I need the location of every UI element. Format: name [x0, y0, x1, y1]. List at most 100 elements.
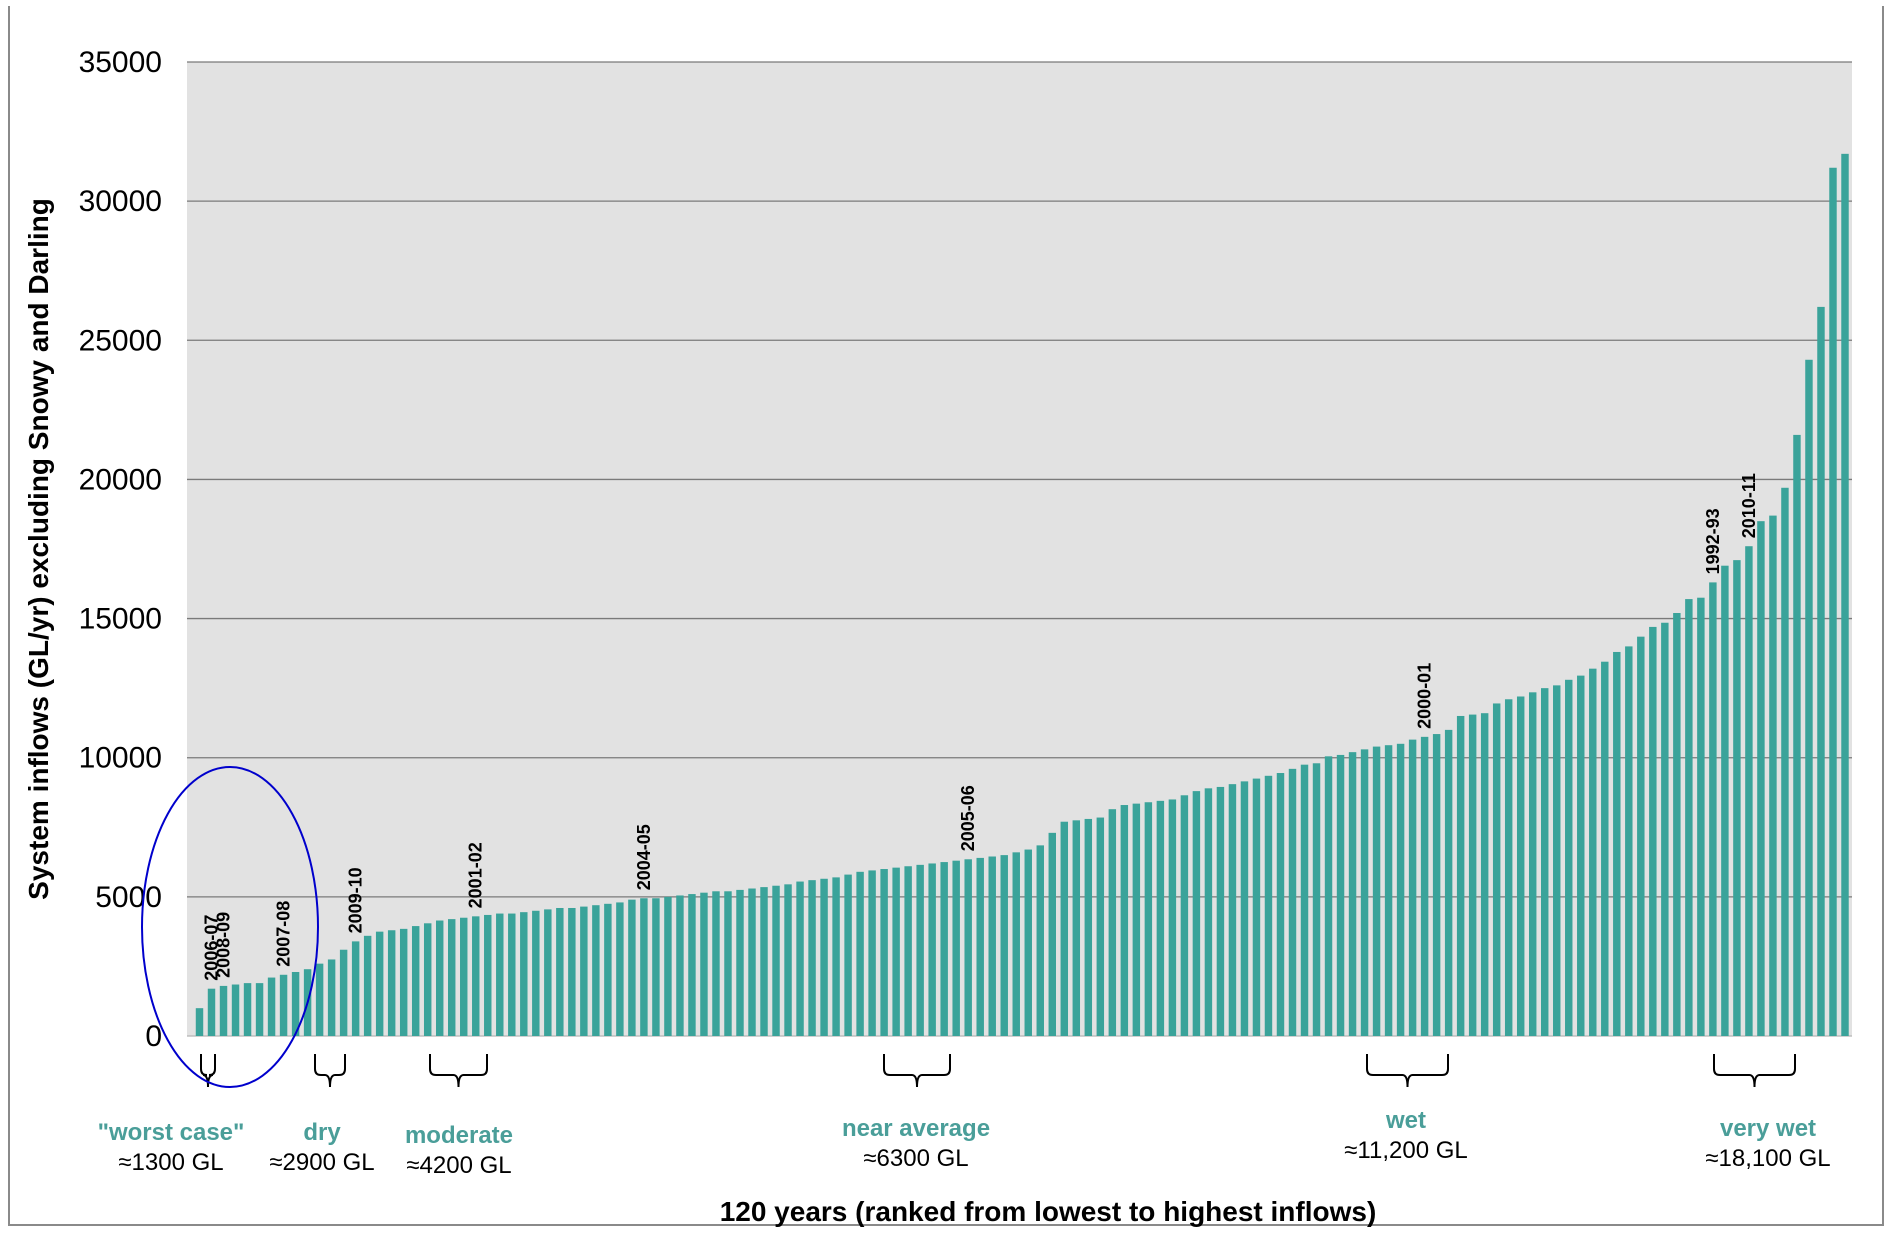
bar — [808, 880, 816, 1036]
y-tick-labels: 0 5000 10000 15000 20000 25000 30000 35000 — [79, 46, 162, 1053]
bar — [1228, 784, 1237, 1036]
bar — [423, 923, 432, 1036]
bar — [556, 907, 564, 1036]
bar — [616, 902, 624, 1036]
bar — [724, 891, 732, 1036]
bar — [1192, 791, 1201, 1036]
bar — [676, 895, 684, 1036]
bar — [712, 891, 720, 1036]
bar — [1336, 754, 1345, 1036]
bar — [1829, 167, 1837, 1037]
bar — [700, 892, 708, 1036]
bar — [1420, 736, 1429, 1036]
bar — [1528, 692, 1537, 1036]
bar — [988, 856, 996, 1036]
y-tick-label: 25000 — [79, 324, 162, 357]
bar — [279, 974, 288, 1036]
year-label: 2006-07 — [202, 915, 222, 981]
bar — [664, 896, 672, 1036]
bar — [448, 919, 456, 1036]
worst-case-circle — [141, 766, 319, 1088]
bar — [351, 941, 360, 1036]
bar — [1613, 651, 1621, 1036]
bar — [1565, 679, 1573, 1036]
bar — [1204, 788, 1213, 1036]
bar — [1144, 802, 1153, 1036]
bar — [1841, 153, 1849, 1036]
bar — [484, 914, 492, 1036]
year-label: 2009-10 — [346, 867, 366, 933]
y-tick-label: 0 — [145, 1020, 162, 1053]
bar — [520, 912, 528, 1036]
bar — [327, 959, 336, 1036]
bar — [1769, 515, 1777, 1036]
category-value: ≈2900 GL — [269, 1149, 374, 1176]
category-name: very wet — [1720, 1115, 1816, 1142]
year-label: 2001-02 — [466, 842, 486, 908]
bar — [387, 930, 396, 1036]
year-label: 2004-05 — [634, 824, 654, 890]
bar — [291, 971, 300, 1036]
year-label: 2005-06 — [958, 785, 978, 851]
bar — [1108, 809, 1117, 1036]
bars — [195, 153, 1849, 1037]
bar — [1132, 803, 1141, 1036]
year-label: 1992-93 — [1703, 508, 1723, 574]
category-value: ≈18,100 GL — [1705, 1145, 1830, 1172]
bar — [1553, 685, 1561, 1036]
bar — [1120, 805, 1129, 1036]
bar — [1216, 786, 1225, 1036]
x-axis-title: 120 years (ranked from lowest to highest… — [720, 1196, 1377, 1227]
bar — [508, 913, 516, 1036]
bar — [1781, 487, 1789, 1037]
bar — [748, 888, 756, 1036]
bar — [640, 898, 648, 1036]
bar — [1685, 599, 1693, 1036]
bar — [856, 871, 864, 1036]
bar — [868, 870, 876, 1036]
bar — [1168, 799, 1177, 1036]
bar — [1096, 817, 1105, 1036]
brace — [314, 1054, 346, 1088]
bar — [628, 899, 636, 1036]
category-labels: "worst case" ≈1300 GL dry ≈2900 GL moderate ≈… — [98, 1107, 1831, 1179]
bar — [604, 903, 612, 1036]
category-name: wet — [1385, 1107, 1426, 1134]
bar — [976, 857, 984, 1036]
bar — [1360, 749, 1369, 1036]
bar — [1384, 745, 1393, 1036]
bar — [1709, 582, 1717, 1036]
bar — [363, 935, 372, 1036]
year-label: 2008-09 — [214, 912, 234, 978]
bar — [760, 887, 768, 1036]
bar — [1180, 795, 1189, 1036]
bar — [1288, 768, 1297, 1036]
bar — [1492, 703, 1501, 1036]
bar — [652, 898, 660, 1036]
bar — [904, 866, 912, 1036]
bar — [1649, 626, 1657, 1036]
bar — [1060, 821, 1069, 1036]
category-name: dry — [303, 1119, 341, 1146]
bar — [820, 878, 828, 1036]
bar — [1408, 739, 1417, 1036]
bar — [1577, 675, 1585, 1036]
bar — [207, 988, 216, 1036]
bar — [1012, 852, 1020, 1036]
bar — [1805, 359, 1813, 1036]
bar — [1324, 756, 1333, 1036]
bar — [1733, 560, 1741, 1036]
y-tick-label: 20000 — [79, 463, 162, 496]
year-label: 2000-01 — [1415, 663, 1435, 729]
bar — [1084, 818, 1093, 1036]
bar — [435, 920, 444, 1036]
brace — [200, 1054, 216, 1088]
bar — [880, 869, 888, 1036]
bar — [832, 877, 840, 1036]
bar — [892, 867, 900, 1036]
bar — [952, 860, 960, 1036]
year-label: 2010-11 — [1739, 473, 1759, 538]
y-tick-label: 5000 — [95, 881, 162, 914]
bar — [1156, 800, 1165, 1036]
category-name: "worst case" — [98, 1119, 245, 1146]
